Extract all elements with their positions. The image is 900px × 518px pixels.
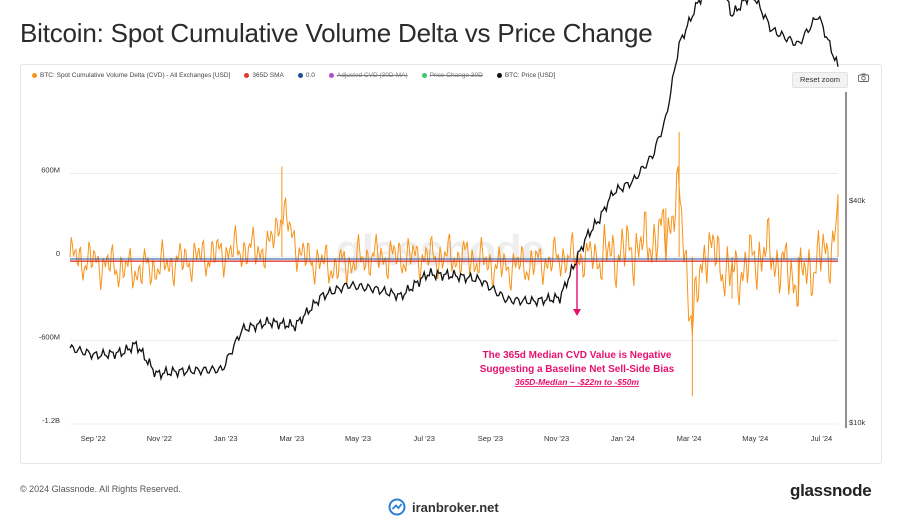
legend-dot-price [496, 73, 502, 78]
x-tick-label: Nov '22 [147, 434, 172, 443]
x-axis-ticks: Sep '22 Nov '22 Jan '23 Mar '23 May '23 Jul '… [81, 434, 833, 443]
y-left-tick-label: 600M [41, 166, 60, 175]
x-tick-label: Jan '23 [214, 434, 238, 443]
x-tick-label: May '23 [345, 434, 371, 443]
x-tick-label: Jul '24 [811, 434, 832, 443]
x-tick-label: Mar '23 [279, 434, 304, 443]
camera-icon[interactable] [858, 73, 869, 82]
legend-label-cvd: BTC: Spot Cumulative Volume Delta (CVD) … [40, 72, 231, 79]
y-left-tick-label: -1.2B [42, 416, 60, 425]
legend-label-price: BTC: Price [USD] [504, 72, 556, 79]
legend-dot-cvd [32, 73, 37, 78]
annotation-line-2: Suggesting a Baseline Net Sell-Side Bias [480, 364, 675, 375]
glassnode-logo: glassnode [790, 481, 872, 500]
x-tick-label: Jan '24 [611, 434, 635, 443]
copyright-text: © 2024 Glassnode. All Rights Reserved. [20, 484, 181, 494]
legend-item-adjusted-cvd[interactable]: Adjusted CVD (30D-MA) [328, 72, 408, 79]
legend-label-sma: 365D SMA [252, 72, 284, 79]
gridlines [70, 173, 838, 425]
annotation-arrow-head [573, 309, 581, 316]
legend-dot-price-change [421, 73, 427, 78]
btc-price-line [69, 0, 839, 382]
y-left-tick-label: -600M [39, 333, 60, 342]
x-tick-label: May '24 [742, 434, 768, 443]
annotation: The 365d Median CVD Value is Negative Su… [480, 262, 675, 387]
iranbroker-watermark: iranbroker.net [388, 498, 499, 516]
watermark-text: iranbroker.net [412, 499, 499, 515]
legend-dot-zero [297, 73, 303, 78]
legend-item-price[interactable]: BTC: Price [USD] [496, 72, 556, 79]
legend-item-sma[interactable]: 365D SMA [244, 72, 284, 79]
cvd-line [69, 166, 839, 335]
legend-label-adjusted-cvd: Adjusted CVD (30D-MA) [336, 72, 408, 79]
x-tick-label: Jul '23 [413, 434, 434, 443]
x-tick-label: Sep '23 [478, 434, 503, 443]
legend-label-zero: 0.0 [305, 72, 315, 79]
legend-item-zero[interactable]: 0.0 [297, 72, 315, 79]
reset-zoom-button[interactable]: Reset zoom [792, 72, 848, 88]
legend-dot-adjusted-cvd [328, 73, 334, 78]
annotation-line-1: The 365d Median CVD Value is Negative [483, 350, 672, 361]
legend-label-price-change: Price Change 30D [429, 72, 483, 79]
series-layer [69, 0, 839, 397]
legend-item-price-change[interactable]: Price Change 30D [421, 72, 483, 79]
x-tick-label: Mar '24 [677, 434, 702, 443]
legend-dot-sma [244, 73, 250, 78]
page-title: Bitcoin: Spot Cumulative Volume Delta vs… [20, 18, 653, 48]
iranbroker-logo-icon [388, 498, 406, 516]
y-right-tick-label: $10k [849, 418, 866, 427]
x-tick-label: Sep '22 [81, 434, 106, 443]
legend-item-cvd[interactable]: BTC: Spot Cumulative Volume Delta (CVD) … [32, 72, 230, 79]
x-tick-label: Nov '23 [544, 434, 569, 443]
y-right-tick-label: $40k [849, 196, 866, 205]
left-axis-ticks: 600M 0 -600M -1.2B [39, 166, 60, 426]
y-left-tick-label: 0 [56, 249, 60, 258]
chart-legend: BTC: Spot Cumulative Volume Delta (CVD) … [32, 72, 555, 79]
annotation-line-3: 365D-Median ~ -$22m to -$50m [515, 377, 639, 387]
right-axis-ticks: $40k $10k [849, 196, 866, 427]
